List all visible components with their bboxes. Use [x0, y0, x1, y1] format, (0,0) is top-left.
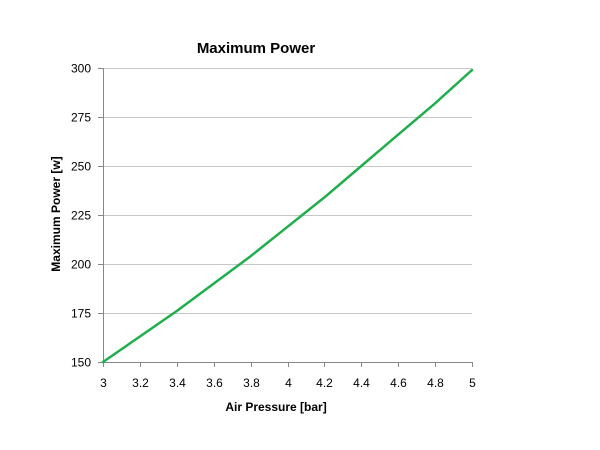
x-tick-label: 4.4 [353, 376, 370, 390]
series-layer [101, 68, 474, 364]
chart-title: Maximum Power [197, 40, 316, 57]
x-tick-label: 4.6 [390, 376, 407, 390]
y-tick-label: 300 [71, 62, 91, 76]
y-tick-label: 200 [71, 258, 91, 272]
x-tick-label: 3 [100, 376, 107, 390]
x-tick-label: 3.6 [206, 376, 223, 390]
x-tick-label: 3.8 [243, 376, 260, 390]
y-tick-label: 250 [71, 160, 91, 174]
ticks-layer: 150 175 200 225 250 275 300 3 3.2 3.4 3.6 3.8 4 4.2 4.… [71, 62, 476, 391]
y-tick-label: 150 [71, 356, 91, 370]
axes-layer [103, 68, 472, 363]
x-axis-label: Air Pressure [bar] [225, 400, 326, 414]
y-tick-label: 175 [71, 307, 91, 321]
x-tick-label: 4.8 [427, 376, 444, 390]
y-tick-label: 275 [71, 111, 91, 125]
series-line [101, 68, 474, 364]
y-axis-label: Maximum Power [w] [49, 156, 63, 271]
x-tick-label: 4.2 [316, 376, 333, 390]
x-tick-label: 5 [469, 376, 476, 390]
x-tick-label: 3.4 [169, 376, 186, 390]
grid-layer [103, 68, 472, 363]
x-tick-label: 3.2 [132, 376, 149, 390]
y-tick-label: 225 [71, 209, 91, 223]
x-tick-label: 4 [285, 376, 292, 390]
